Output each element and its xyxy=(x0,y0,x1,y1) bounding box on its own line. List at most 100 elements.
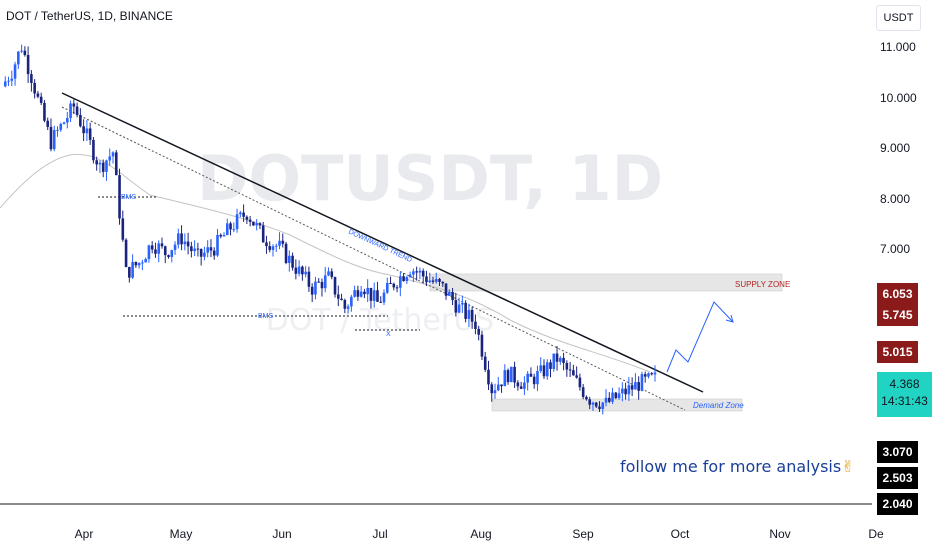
candle-body xyxy=(30,74,33,83)
x-tick-oct: Oct xyxy=(670,527,690,541)
candle-body xyxy=(448,292,451,296)
candle-body xyxy=(225,223,229,236)
candle-body xyxy=(147,245,151,260)
candle-body xyxy=(17,51,20,65)
candle-body xyxy=(621,388,624,394)
candle-body xyxy=(92,139,95,161)
candle-body xyxy=(235,214,239,230)
candle-body xyxy=(372,290,376,301)
candle-body xyxy=(591,402,595,405)
candle-body xyxy=(343,300,347,309)
candle-body xyxy=(568,369,572,371)
y-tick-8: 8.000 xyxy=(880,192,911,206)
candle-body xyxy=(519,386,523,389)
x-tick-jul: Jul xyxy=(372,527,388,541)
price-tag-supply-top: 6.053 xyxy=(877,283,918,305)
candle-body xyxy=(412,271,415,275)
candle-body xyxy=(431,280,435,282)
candle-body xyxy=(604,397,608,403)
candle-body xyxy=(52,129,56,150)
candle-body xyxy=(69,103,72,119)
candlestick-series xyxy=(3,44,657,415)
candle-body xyxy=(281,240,285,244)
candle-body xyxy=(128,266,131,278)
candle-body xyxy=(13,64,17,79)
candle-body xyxy=(59,123,63,130)
candle-body xyxy=(268,246,272,250)
candle-body xyxy=(578,377,582,388)
candle-body xyxy=(121,218,125,240)
candle-body xyxy=(565,362,569,370)
candle-body xyxy=(105,160,108,172)
current-price-tag: 4.368 14:31:43 xyxy=(877,372,932,417)
candle-body xyxy=(434,278,438,282)
candle-body xyxy=(56,129,59,131)
candle-body xyxy=(114,152,118,176)
candle-body xyxy=(108,156,112,161)
candle-body xyxy=(307,271,311,287)
candle-body xyxy=(137,262,141,266)
candle-body xyxy=(163,246,167,256)
candle-body xyxy=(118,175,121,219)
candle-body xyxy=(212,250,216,256)
candle-body xyxy=(395,287,399,289)
candle-body xyxy=(392,283,396,288)
candle-body xyxy=(457,304,461,313)
supply-zone xyxy=(429,273,783,292)
candle-body xyxy=(167,255,170,257)
supply-zone-label: SUPPLY ZONE xyxy=(735,280,790,289)
victory-hand-icon: ✌ xyxy=(841,457,855,476)
candle-body xyxy=(170,250,174,257)
candle-body xyxy=(10,78,14,81)
candle-body xyxy=(503,370,507,387)
currency-button[interactable]: USDT xyxy=(876,5,921,31)
candle-body xyxy=(261,225,265,243)
candle-body xyxy=(356,290,360,297)
candle-countdown: 14:31:43 xyxy=(881,394,928,408)
candle-body xyxy=(598,406,601,409)
x-tick-jun: Jun xyxy=(272,527,292,541)
candle-body xyxy=(549,362,552,369)
candle-body xyxy=(3,81,7,87)
candle-body xyxy=(177,233,180,245)
downtrend-line[interactable] xyxy=(61,92,704,393)
candle-body xyxy=(62,122,66,124)
candle-body xyxy=(470,309,474,322)
candle-body xyxy=(43,102,46,121)
watermark-text: DOTUSDT, 1D xyxy=(197,142,663,215)
price-tag-supply-bottom: 5.745 xyxy=(877,304,918,326)
candle-body xyxy=(150,245,154,250)
projection-path xyxy=(666,301,734,373)
candle-body xyxy=(232,229,236,231)
candle-body xyxy=(474,321,477,330)
candle-body xyxy=(183,241,187,245)
candle-body xyxy=(506,370,510,383)
candle-body xyxy=(245,216,249,220)
candle-body xyxy=(49,126,53,150)
candle-body xyxy=(627,385,631,395)
bms-lower-label: BMS xyxy=(258,313,274,320)
candle-body xyxy=(101,162,105,172)
candle-body xyxy=(33,82,36,94)
candle-body xyxy=(441,281,445,284)
candle-body xyxy=(545,362,549,377)
candle-body xyxy=(359,291,363,297)
candle-body xyxy=(20,50,23,52)
x-mark-label: X xyxy=(386,331,391,338)
candle-body xyxy=(539,365,543,372)
candle-body xyxy=(304,271,307,275)
candle-body xyxy=(199,249,203,257)
candle-body xyxy=(98,162,102,165)
candle-body xyxy=(464,302,467,319)
price-tag-target-1: 3.070 xyxy=(877,441,918,463)
symbol-title[interactable]: DOT / TetherUS, 1D, BINANCE xyxy=(6,9,173,23)
candle-body xyxy=(111,152,115,157)
x-tick-aug: Aug xyxy=(470,527,492,541)
candle-body xyxy=(510,366,513,383)
candle-body xyxy=(624,388,627,395)
candle-body xyxy=(399,276,402,288)
candle-body xyxy=(516,382,520,387)
candle-body xyxy=(477,329,480,335)
candle-body xyxy=(144,259,147,263)
